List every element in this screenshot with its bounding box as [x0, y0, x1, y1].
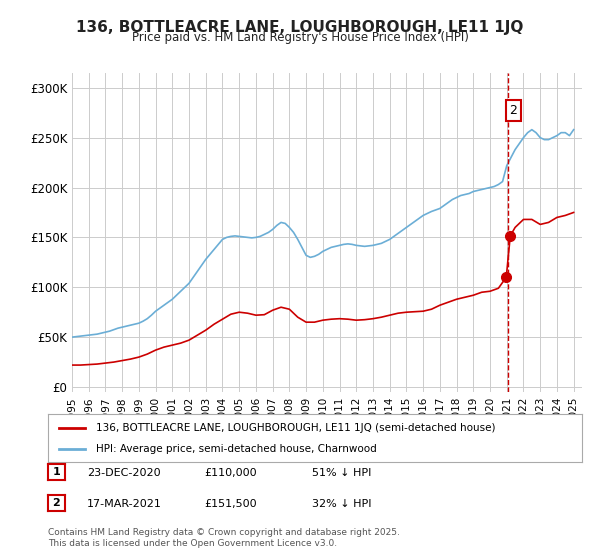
Text: Price paid vs. HM Land Registry's House Price Index (HPI): Price paid vs. HM Land Registry's House … — [131, 31, 469, 44]
Text: 23-DEC-2020: 23-DEC-2020 — [87, 468, 161, 478]
Text: £151,500: £151,500 — [204, 499, 257, 509]
Text: Contains HM Land Registry data © Crown copyright and database right 2025.
This d: Contains HM Land Registry data © Crown c… — [48, 528, 400, 548]
Text: 2: 2 — [53, 498, 60, 508]
Text: 136, BOTTLEACRE LANE, LOUGHBOROUGH, LE11 1JQ: 136, BOTTLEACRE LANE, LOUGHBOROUGH, LE11… — [76, 20, 524, 35]
Text: 51% ↓ HPI: 51% ↓ HPI — [312, 468, 371, 478]
Text: 2: 2 — [509, 104, 517, 117]
Text: 1: 1 — [53, 467, 60, 477]
Text: £110,000: £110,000 — [204, 468, 257, 478]
Text: HPI: Average price, semi-detached house, Charnwood: HPI: Average price, semi-detached house,… — [96, 444, 377, 454]
Text: 136, BOTTLEACRE LANE, LOUGHBOROUGH, LE11 1JQ (semi-detached house): 136, BOTTLEACRE LANE, LOUGHBOROUGH, LE11… — [96, 423, 496, 433]
Text: 32% ↓ HPI: 32% ↓ HPI — [312, 499, 371, 509]
Text: 17-MAR-2021: 17-MAR-2021 — [87, 499, 162, 509]
